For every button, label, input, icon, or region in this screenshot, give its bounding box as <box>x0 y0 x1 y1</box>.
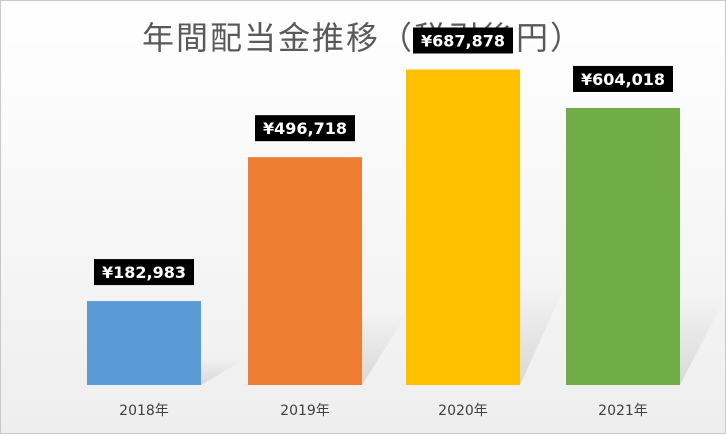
bar-2020年 <box>406 69 520 386</box>
x-tick-label: 2021年 <box>598 403 648 419</box>
data-label: ¥182,983 <box>102 263 186 282</box>
data-label: ¥604,018 <box>581 70 665 89</box>
bar-2018年 <box>87 301 201 385</box>
data-label: ¥687,878 <box>421 31 505 50</box>
bars-group <box>87 69 680 386</box>
x-tick-label: 2019年 <box>280 403 330 419</box>
bar-2019年 <box>248 157 362 385</box>
x-tick-label: 2018年 <box>119 403 169 419</box>
data-label-box <box>413 27 513 54</box>
data-label: ¥496,718 <box>263 119 347 138</box>
bar-2021年 <box>566 107 680 385</box>
x-axis-ticks: 2018年 2019年 2020年 2021年 <box>119 403 648 419</box>
data-labels-group: ¥182,983 ¥496,718 ¥687,878 ¥604,018 <box>94 27 673 286</box>
data-label-box <box>255 115 355 142</box>
data-label-box <box>573 65 673 92</box>
x-tick-label: 2020年 <box>438 403 488 419</box>
data-label-box <box>94 259 194 286</box>
